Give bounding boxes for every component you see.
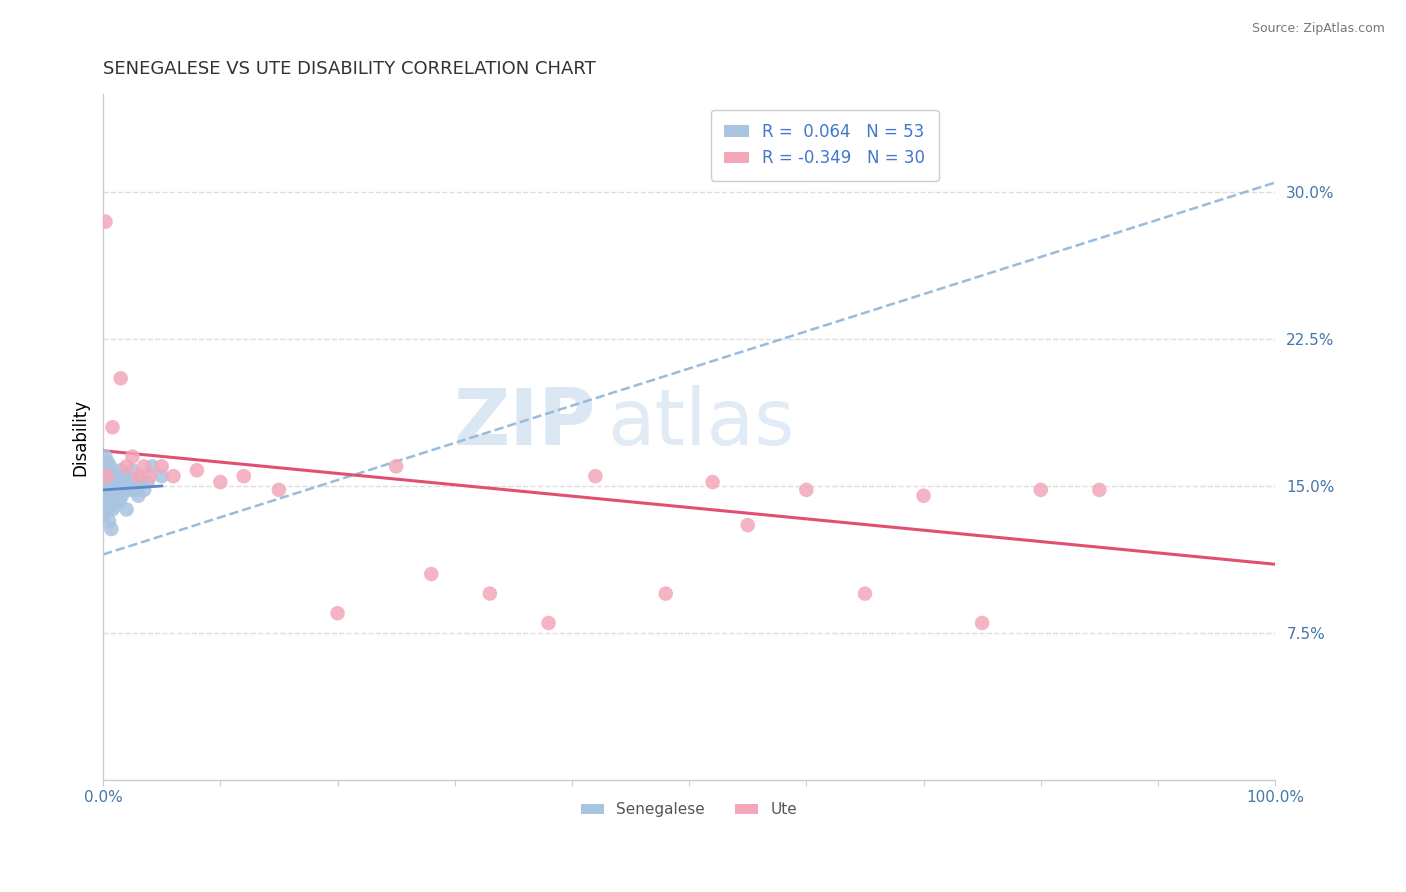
- Point: [98, 469, 121, 483]
- Point: [97, 502, 120, 516]
- Point: [141, 459, 163, 474]
- Point: [97, 489, 120, 503]
- Point: [107, 483, 129, 497]
- Point: [94, 215, 117, 229]
- Point: [98, 459, 121, 474]
- Point: [162, 469, 184, 483]
- Point: [98, 514, 121, 528]
- Point: [115, 459, 138, 474]
- Point: [654, 587, 676, 601]
- Point: [94, 494, 117, 508]
- Point: [112, 475, 135, 489]
- Point: [478, 587, 501, 601]
- Point: [110, 463, 132, 477]
- Point: [94, 483, 117, 497]
- Point: [267, 483, 290, 497]
- Text: atlas: atlas: [607, 385, 794, 461]
- Point: [93, 508, 115, 523]
- Point: [326, 606, 349, 620]
- Point: [101, 420, 124, 434]
- Point: [93, 469, 115, 483]
- Point: [794, 483, 817, 497]
- Point: [105, 475, 128, 489]
- Point: [94, 502, 117, 516]
- Point: [101, 489, 124, 503]
- Point: [1088, 483, 1111, 497]
- Point: [94, 475, 117, 489]
- Point: [134, 459, 156, 474]
- Point: [186, 463, 208, 477]
- Point: [702, 475, 724, 489]
- Point: [112, 469, 135, 483]
- Point: [232, 469, 254, 483]
- Point: [96, 483, 118, 497]
- Point: [98, 494, 121, 508]
- Point: [139, 469, 162, 483]
- Point: [127, 483, 149, 497]
- Point: [94, 463, 117, 477]
- Point: [209, 475, 232, 489]
- Point: [127, 469, 149, 483]
- Point: [127, 489, 149, 503]
- Point: [537, 615, 560, 630]
- Point: [93, 483, 115, 497]
- Point: [912, 489, 935, 503]
- Point: [104, 483, 127, 497]
- Point: [111, 489, 134, 503]
- Point: [93, 492, 115, 507]
- Point: [385, 459, 408, 474]
- Point: [129, 469, 152, 483]
- Point: [96, 492, 118, 507]
- Point: [104, 499, 127, 513]
- Point: [1029, 483, 1052, 497]
- Point: [118, 475, 141, 489]
- Point: [108, 494, 131, 508]
- Point: [115, 483, 138, 497]
- Point: [124, 479, 146, 493]
- Point: [972, 615, 994, 630]
- Point: [853, 587, 876, 601]
- Point: [96, 469, 118, 483]
- Point: [100, 473, 122, 487]
- Legend: Senegalese, Ute: Senegalese, Ute: [575, 797, 803, 823]
- Point: [120, 483, 142, 497]
- Point: [121, 463, 143, 477]
- Point: [121, 450, 143, 464]
- Point: [97, 455, 120, 469]
- Text: Source: ZipAtlas.com: Source: ZipAtlas.com: [1251, 22, 1385, 36]
- Point: [136, 475, 159, 489]
- Point: [115, 502, 138, 516]
- Point: [96, 469, 118, 483]
- Point: [150, 469, 173, 483]
- Point: [737, 518, 759, 533]
- Point: [583, 469, 606, 483]
- Point: [100, 483, 122, 497]
- Point: [103, 479, 125, 493]
- Point: [105, 469, 128, 483]
- Point: [96, 499, 118, 513]
- Point: [94, 450, 117, 464]
- Point: [103, 492, 125, 507]
- Point: [110, 371, 132, 385]
- Point: [98, 483, 121, 497]
- Text: ZIP: ZIP: [453, 385, 595, 461]
- Point: [134, 483, 156, 497]
- Point: [150, 459, 173, 474]
- Point: [101, 502, 124, 516]
- Point: [420, 567, 443, 582]
- Text: SENEGALESE VS UTE DISABILITY CORRELATION CHART: SENEGALESE VS UTE DISABILITY CORRELATION…: [103, 60, 596, 78]
- Y-axis label: Disability: Disability: [72, 399, 89, 475]
- Point: [93, 459, 115, 474]
- Point: [100, 522, 122, 536]
